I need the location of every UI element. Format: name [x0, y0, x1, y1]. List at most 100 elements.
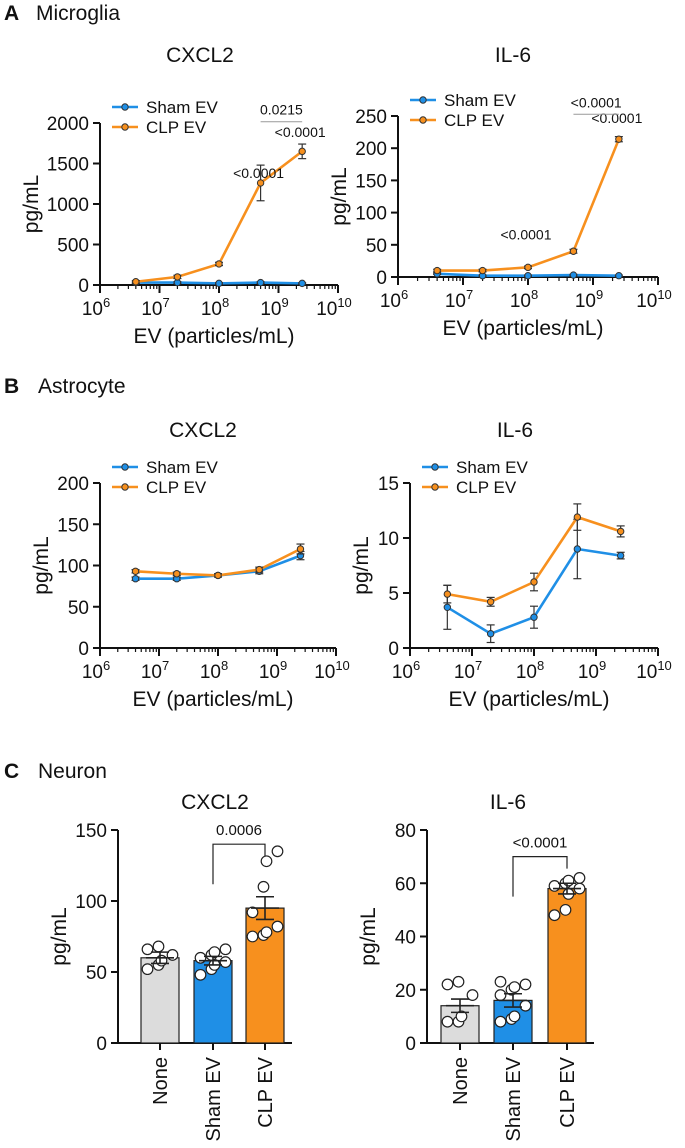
x-tick-label: CLP EV [255, 1056, 277, 1127]
y-axis-label-a-il6: pg/mL [328, 167, 351, 225]
data-point [494, 975, 507, 988]
data-point [246, 906, 259, 919]
data-point [615, 272, 623, 280]
x-tick-label: 108 [510, 287, 538, 312]
x-tick-label: 1010 [314, 658, 350, 683]
chart-title-b-cxcl2: CXCL2 [169, 419, 237, 442]
data-point [132, 278, 140, 286]
x-tick-label: CLP EV [557, 1056, 579, 1127]
data-point [271, 920, 284, 933]
chart-title-b-il6: IL-6 [497, 419, 533, 442]
x-tick-label: 108 [201, 295, 229, 320]
chart-b-il6: IL-6 0 5 10 15 106 107 108 109 1010 EV (particles/… [350, 419, 672, 711]
data-point [562, 874, 575, 887]
data-point [131, 567, 140, 575]
data-point [152, 940, 165, 953]
y-tick-label: 1000 [47, 195, 89, 216]
data-point [257, 880, 270, 893]
legend-label: Sham EV [146, 98, 218, 117]
data-point [166, 949, 179, 961]
data-point [173, 273, 182, 281]
data-point [508, 981, 521, 993]
legend-marker [431, 463, 439, 471]
data-point [260, 926, 273, 939]
y-tick-label: 150 [355, 171, 387, 192]
x-tick-label: Sham EV [503, 1056, 525, 1141]
y-tick-label: 100 [355, 204, 387, 225]
data-point [173, 570, 181, 578]
data-point [478, 266, 487, 275]
data-point [219, 943, 232, 956]
significance-label: <0.0001 [275, 124, 326, 140]
legend-marker [431, 483, 439, 491]
x-tick-label: 106 [82, 295, 110, 320]
y-axis-label-c-cxcl2: pg/mL [48, 907, 71, 965]
y-tick-label: 0 [96, 1034, 107, 1055]
y-tick-label: 200 [57, 474, 89, 495]
y-tick-label: 15 [378, 474, 399, 495]
data-point [141, 943, 154, 956]
x-tick-label: 107 [445, 287, 473, 312]
data-point [616, 527, 625, 536]
significance-label: <0.0001 [513, 835, 568, 852]
x-tick-label: None [450, 1057, 472, 1105]
y-tick-label: 100 [57, 557, 89, 578]
y-tick-label: 20 [395, 981, 416, 1002]
data-point [494, 989, 507, 1001]
data-point [548, 909, 561, 922]
y-tick-label: 0 [78, 639, 89, 660]
y-tick-label: 1500 [47, 155, 89, 176]
series-sham-ev [443, 518, 625, 644]
y-tick-label: 40 [395, 928, 416, 949]
panel-letter-b: B [4, 375, 20, 398]
x-tick-label: 1010 [316, 295, 352, 320]
x-axis-label-a-cxcl2: EV (particles/mL) [133, 325, 294, 348]
data-point [298, 279, 306, 288]
panel-letter-a: A [4, 2, 20, 25]
legend-label: CLP EV [444, 111, 505, 130]
x-axis-label-a-il6: EV (particles/mL) [442, 317, 603, 340]
legend-marker [121, 463, 129, 471]
x-tick-label: 109 [260, 295, 288, 320]
series-clp-ev [443, 503, 625, 607]
y-tick-label: 2000 [47, 114, 89, 135]
series-sham-ev [433, 270, 623, 280]
data-point [155, 954, 168, 967]
data-point [219, 956, 232, 968]
data-point [271, 845, 284, 858]
y-tick-label: 80 [395, 821, 416, 842]
chart-title-a-cxcl2: CXCL2 [166, 44, 234, 67]
y-axis-label-c-il6: pg/mL [357, 907, 380, 965]
x-tick-label: 107 [141, 295, 169, 320]
y-tick-label: 5 [388, 584, 399, 605]
chart-title-a-il6: IL-6 [495, 44, 531, 67]
series-line [135, 547, 302, 577]
legend-label: CLP EV [146, 118, 207, 137]
chart-b-cxcl2: CXCL2 0 50 100 150 200 106 107 108 109 1010 EV (par… [30, 419, 350, 711]
x-tick-label: 107 [141, 658, 169, 683]
data-point [246, 930, 259, 943]
data-point [573, 545, 582, 553]
legend-marker [121, 123, 129, 131]
data-point [615, 135, 623, 143]
y-tick-label: 100 [75, 892, 107, 913]
data-point [443, 603, 452, 611]
chart-c-il6: IL-6 0 20 40 60 80 pg/mL None Sham EV CLP EV <0.00… [357, 791, 594, 1141]
data-point [486, 630, 495, 638]
data-point [508, 1010, 521, 1023]
data-point [214, 571, 222, 580]
x-axis-label-b-cxcl2: EV (particles/mL) [132, 688, 293, 711]
significance-label: <0.0001 [591, 110, 642, 126]
y-tick-label: 250 [355, 107, 387, 128]
y-axis-label-b-il6: pg/mL [350, 536, 373, 594]
data-point [573, 872, 586, 884]
significance-label: <0.0001 [501, 227, 552, 243]
x-tick-label: 108 [200, 658, 228, 683]
y-tick-label: 0 [376, 268, 387, 289]
data-point [256, 179, 265, 187]
chart-title-c-il6: IL-6 [490, 791, 526, 814]
panel-letter-c: C [4, 760, 20, 783]
significance-label: 0.0006 [216, 822, 262, 839]
y-tick-label: 200 [355, 139, 387, 160]
data-point [441, 1015, 454, 1028]
